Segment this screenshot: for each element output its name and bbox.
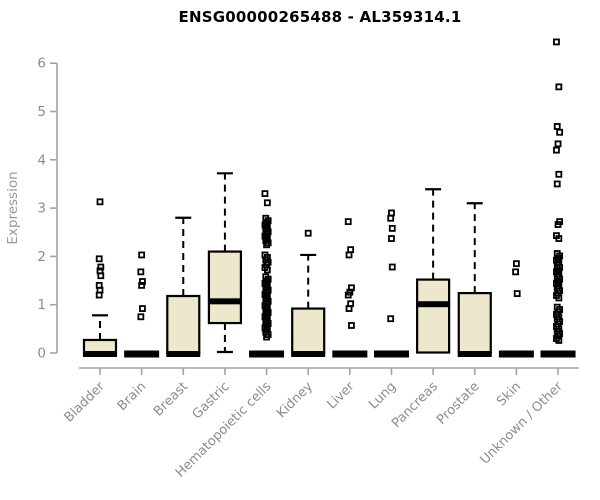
outlier-point	[555, 294, 563, 302]
outlier-point	[512, 268, 519, 276]
box-skin	[498, 260, 534, 358]
outlier-point	[554, 140, 562, 148]
box-lung	[373, 209, 409, 358]
outlier-point	[95, 255, 103, 263]
y-tick-label: 2	[37, 249, 46, 265]
x-category-label: Skin	[494, 379, 524, 409]
outlier-point	[97, 263, 105, 271]
outlier-point	[554, 221, 562, 228]
outlier-point	[387, 214, 395, 222]
outlier-point	[139, 278, 146, 285]
outlier-point	[388, 263, 396, 271]
x-category-label: Liver	[325, 379, 359, 413]
outlier-point	[555, 83, 563, 91]
outlier-point	[348, 322, 355, 329]
box-gastric	[207, 172, 243, 354]
outlier-point	[553, 180, 561, 188]
box-brain	[124, 251, 160, 358]
outlier-point	[138, 281, 146, 289]
outlier-point	[388, 209, 395, 217]
box-breast	[166, 216, 201, 357]
box-liver	[332, 218, 368, 358]
outlier-point	[96, 198, 104, 206]
outlier-point	[553, 123, 561, 130]
outlier-point	[347, 246, 355, 254]
outlier-point	[555, 337, 563, 344]
outlier-point	[553, 146, 560, 154]
y-tick-label: 4	[37, 152, 46, 168]
box-unknown-other	[540, 38, 576, 358]
box-kidney	[291, 229, 326, 357]
outlier-point	[137, 268, 145, 276]
outlier-point	[553, 38, 560, 46]
outlier-point	[513, 290, 521, 297]
box-prostate	[457, 202, 492, 357]
outlier-point	[263, 266, 271, 274]
outlier-point	[387, 315, 395, 323]
x-category-label: Breast	[151, 379, 191, 419]
outlier-point	[513, 260, 520, 268]
outlier-point	[344, 218, 352, 226]
outlier-point	[263, 333, 270, 341]
x-category-label: Kidney	[274, 379, 316, 421]
y-tick-label: 5	[37, 104, 46, 120]
outlier-point	[137, 313, 145, 321]
outlier-point	[388, 224, 396, 232]
outlier-point	[261, 190, 269, 198]
box-pancreas	[416, 188, 451, 354]
y-tick-label: 3	[37, 201, 46, 217]
outlier-point	[263, 241, 270, 249]
x-category-label: Pancreas	[389, 379, 441, 431]
outlier-point	[555, 170, 563, 178]
outlier-point	[138, 251, 146, 259]
outlier-point	[263, 199, 271, 207]
box-hematopoietic-cells	[249, 190, 285, 358]
y-axis: 0 1 2 3 4 5 6	[37, 56, 58, 362]
outlier-point	[97, 272, 105, 280]
outlier-point	[95, 291, 103, 299]
outlier-point	[139, 305, 146, 312]
outlier-point	[344, 291, 352, 299]
x-category-label: Prostate	[434, 379, 482, 427]
outlier-point	[345, 305, 353, 312]
y-tick-label: 1	[37, 297, 46, 313]
chart-title: ENSG00000265488 - AL359314.1	[178, 8, 462, 26]
outlier-point	[345, 251, 353, 259]
y-tick-label: 6	[37, 56, 46, 72]
box-bladder	[82, 198, 118, 357]
outlier-point	[304, 229, 312, 237]
x-category-label: Lung	[366, 379, 399, 412]
x-category-label: Bladder	[62, 379, 109, 426]
outlier-point	[556, 128, 564, 136]
outlier-point	[388, 235, 395, 242]
x-category-label: Brain	[115, 379, 150, 414]
outlier-point	[555, 235, 563, 242]
y-tick-label: 0	[37, 346, 46, 362]
